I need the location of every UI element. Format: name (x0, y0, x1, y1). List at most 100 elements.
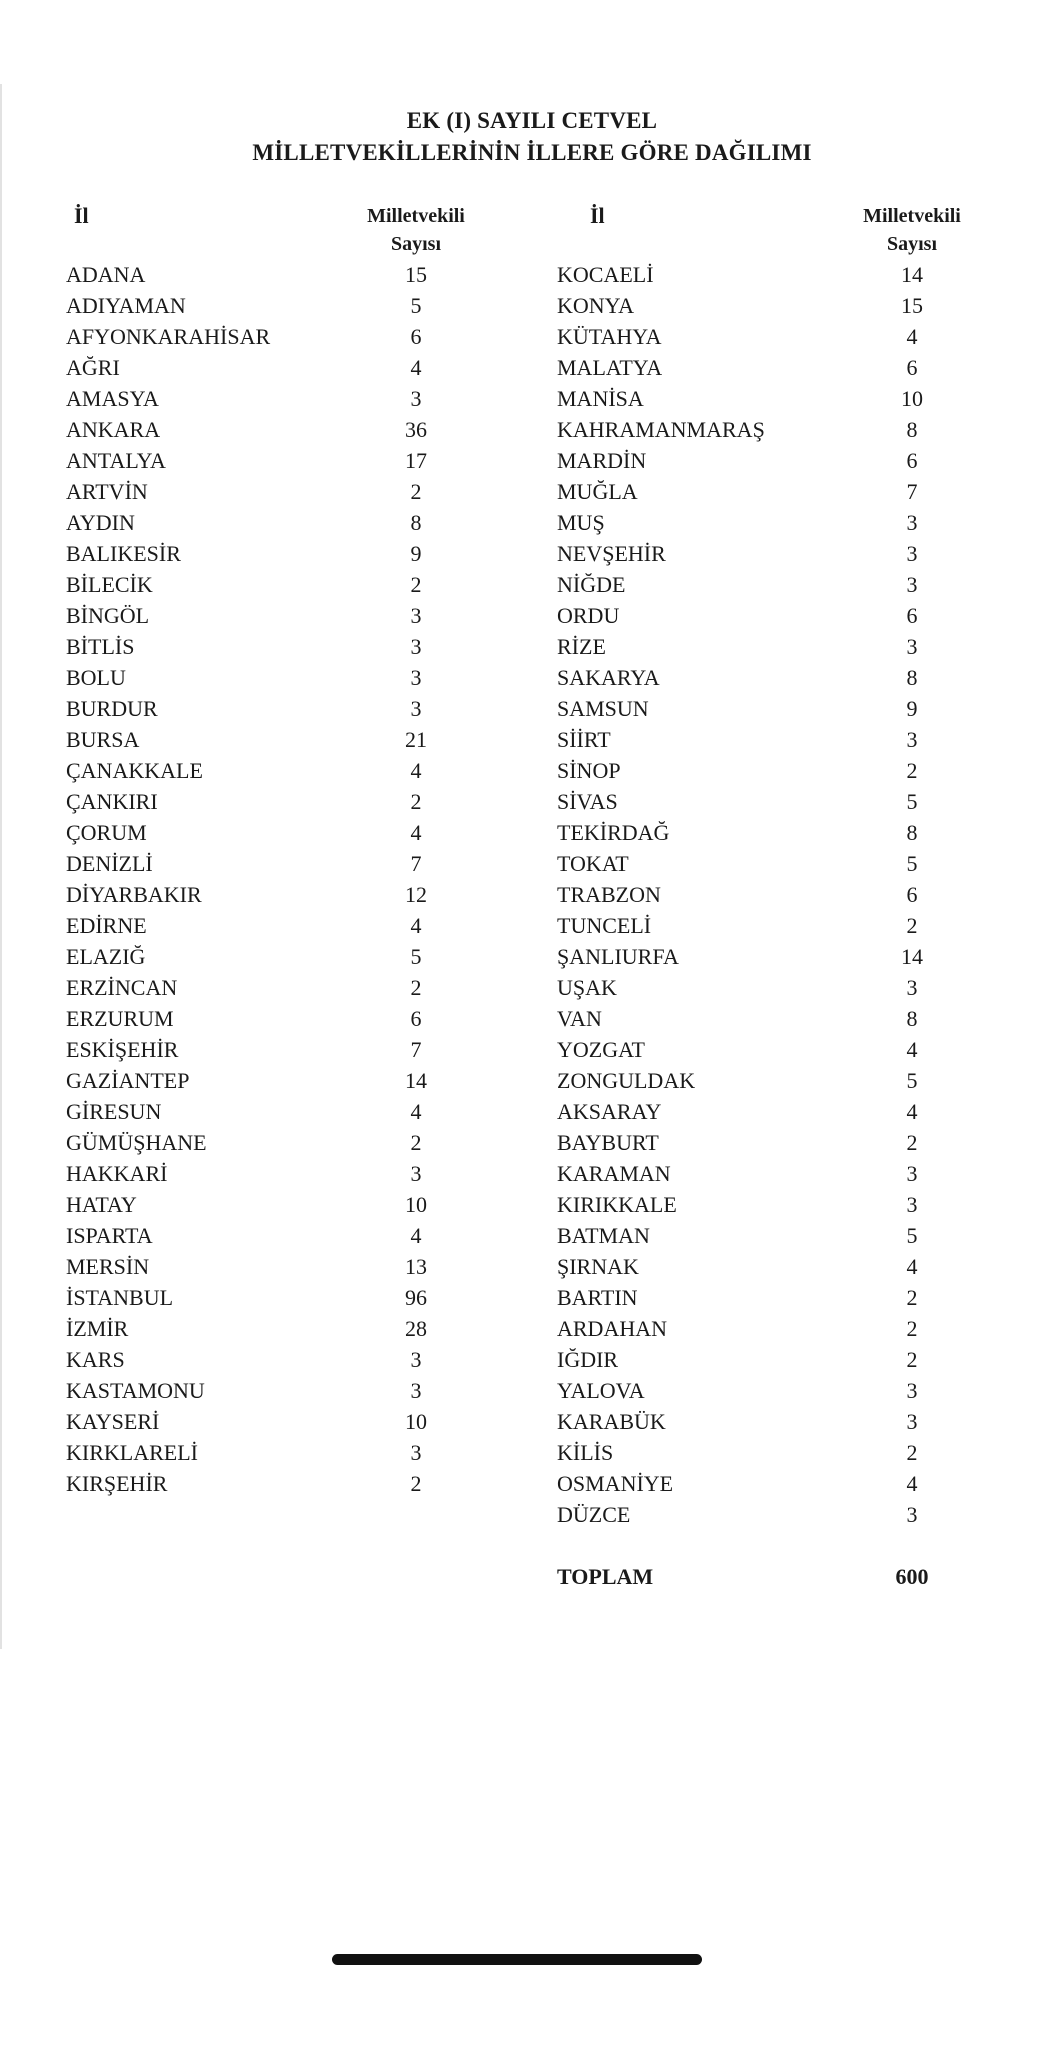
header-count-line1: Milletvekili (863, 205, 961, 227)
province-name: DENİZLİ (66, 851, 153, 876)
deputy-count: 5 (906, 1223, 918, 1248)
province-name: ÇANKIRI (66, 789, 158, 814)
deputy-count: 8 (906, 417, 918, 442)
province-name: NEVŞEHİR (557, 541, 666, 566)
header-count-line1: Milletvekili (367, 205, 465, 227)
deputy-count: 4 (410, 758, 422, 783)
province-name: ÇANAKKALE (66, 758, 203, 783)
deputy-count: 3 (410, 1378, 422, 1403)
province-name: MUĞLA (557, 479, 638, 504)
header-count-line2: Sayısı (886, 233, 938, 255)
deputy-count: 3 (906, 541, 918, 566)
deputy-count: 3 (906, 1161, 918, 1186)
deputy-count: 5 (410, 293, 422, 318)
deputy-count: 3 (906, 727, 918, 752)
deputy-count: 2 (906, 1347, 918, 1372)
deputy-count: 4 (410, 1099, 422, 1124)
deputy-count: 5 (906, 851, 918, 876)
province-name: RİZE (557, 634, 606, 659)
province-name: OSMANİYE (557, 1471, 674, 1496)
province-name: DÜZCE (557, 1502, 631, 1527)
deputy-count: 8 (906, 820, 918, 845)
deputy-count: 4 (410, 1223, 422, 1248)
deputy-count: 3 (410, 634, 422, 659)
deputy-count: 3 (410, 1161, 422, 1186)
province-name: ARDAHAN (557, 1316, 667, 1341)
deputy-count: 2 (410, 789, 422, 814)
province-name: BALIKESİR (66, 541, 181, 566)
deputy-count: 3 (906, 634, 918, 659)
deputy-count: 2 (906, 1440, 918, 1465)
header-il-right: İl (590, 203, 605, 228)
province-name: ESKİŞEHİR (66, 1037, 179, 1062)
deputy-count: 10 (901, 386, 923, 411)
province-name: SİVAS (557, 789, 618, 814)
deputy-count: 3 (906, 1378, 918, 1403)
deputy-count: 14 (901, 262, 923, 287)
deputy-count: 6 (410, 1006, 422, 1031)
province-name: MUŞ (557, 510, 605, 535)
province-name: KARS (66, 1347, 125, 1372)
deputy-count: 6 (906, 882, 918, 907)
province-name: İSTANBUL (66, 1285, 174, 1310)
province-name: ŞANLIURFA (557, 944, 679, 969)
deputy-count: 7 (410, 851, 422, 876)
deputy-count: 21 (405, 727, 427, 752)
province-name: SAMSUN (557, 696, 649, 721)
province-name: SAKARYA (557, 665, 660, 690)
deputy-count: 2 (906, 1316, 918, 1341)
deputy-count: 2 (906, 913, 918, 938)
deputy-count: 3 (410, 665, 422, 690)
province-name: BATMAN (557, 1223, 650, 1248)
deputy-count: 4 (410, 913, 422, 938)
province-name: HATAY (66, 1192, 137, 1217)
deputy-count: 36 (405, 417, 427, 442)
deputy-count: 4 (906, 1254, 918, 1279)
province-name: TUNCELİ (557, 913, 652, 938)
province-name: KASTAMONU (66, 1378, 205, 1403)
deputy-count: 2 (906, 1130, 918, 1155)
page-edge (0, 84, 2, 1649)
deputy-count: 2 (906, 1285, 918, 1310)
deputy-count: 5 (906, 1068, 918, 1093)
deputy-count: 8 (906, 1006, 918, 1031)
province-name: KAYSERİ (66, 1409, 160, 1434)
province-name: ANKARA (66, 417, 161, 442)
deputy-count: 3 (906, 1192, 918, 1217)
deputy-count: 2 (410, 1130, 422, 1155)
province-name: ARTVİN (66, 479, 148, 504)
province-name: BURSA (66, 727, 140, 752)
province-name: IĞDIR (557, 1347, 619, 1372)
province-name: BİNGÖL (66, 603, 150, 628)
header-count-right: Milletvekili Sayısı (842, 202, 982, 258)
province-name: BAYBURT (557, 1130, 659, 1155)
deputy-count: 4 (906, 324, 918, 349)
province-name: TOKAT (557, 851, 629, 876)
province-name: ŞIRNAK (557, 1254, 639, 1279)
deputy-count: 6 (410, 324, 422, 349)
deputy-count: 6 (906, 355, 918, 380)
province-name: BİLECİK (66, 572, 153, 597)
deputy-count: 2 (410, 975, 422, 1000)
province-name: TEKİRDAĞ (557, 820, 670, 845)
province-name: HAKKARİ (66, 1161, 168, 1186)
deputy-count: 12 (405, 882, 427, 907)
deputy-count: 7 (410, 1037, 422, 1062)
province-name: KOCAELİ (557, 262, 654, 287)
deputy-count: 3 (410, 603, 422, 628)
home-indicator[interactable] (332, 1954, 702, 1965)
province-name: GAZİANTEP (66, 1068, 190, 1093)
province-name: AYDIN (66, 510, 135, 535)
deputy-count: 13 (405, 1254, 427, 1279)
province-name: TRABZON (557, 882, 661, 907)
province-name: ISPARTA (66, 1223, 153, 1248)
deputy-count: 9 (906, 696, 918, 721)
province-name: MARDİN (557, 448, 647, 473)
province-name: MANİSA (557, 386, 644, 411)
province-name: BURDUR (66, 696, 158, 721)
province-name: VAN (557, 1006, 602, 1031)
province-name: BOLU (66, 665, 126, 690)
province-name: KARAMAN (557, 1161, 671, 1186)
deputy-count: 6 (906, 603, 918, 628)
document-subtitle: MİLLETVEKİLLERİNİN İLLERE GÖRE DAĞILIMI (252, 140, 812, 165)
